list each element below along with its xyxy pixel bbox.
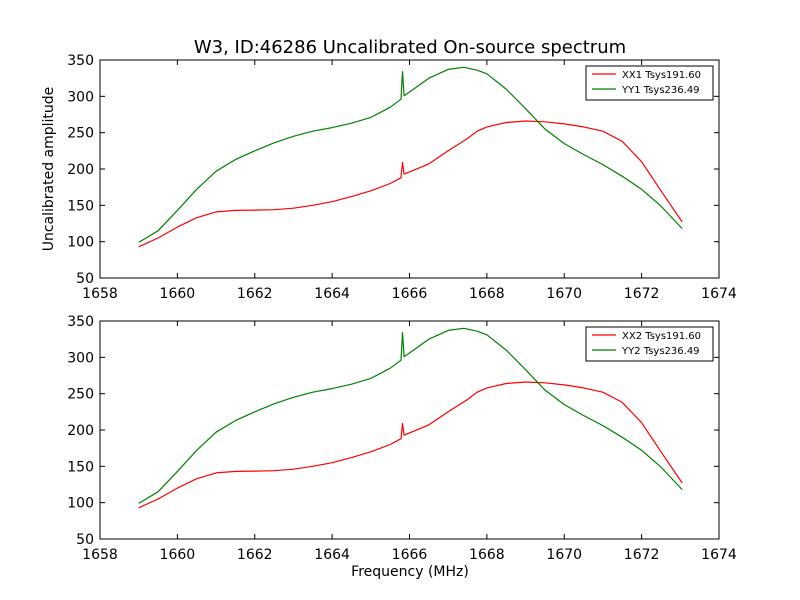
y-tick-label: 50 [76,532,94,548]
y-tick-label: 150 [67,459,94,475]
x-tick-label: 1672 [624,547,660,563]
y-tick-label: 350 [67,314,94,330]
series-line-yy [138,327,683,504]
x-tick-label: 1668 [469,547,505,563]
x-tick-label: 1658 [82,547,118,563]
bottom-panel: 1658 1660 1662 1664 1666 1668 1670 1672 1674 50 10… [67,314,737,563]
y-tick-label: 300 [67,350,94,366]
x-tick-label: 1672 [624,286,660,302]
y-tick-label: 300 [67,89,94,105]
x-tick-label: 1670 [546,286,582,302]
top-panel: 1658 1660 1662 1664 1666 1668 1670 1672 1674 50 10… [67,53,737,302]
legend-label: XX2 Tsys191.60 [622,331,701,342]
y-tick-label: 100 [67,496,94,512]
y-tick-label: 250 [67,387,94,403]
y-tick-label: 200 [67,162,94,178]
figure-title: W3, ID:46286 Uncalibrated On-source spec… [194,37,626,58]
legend-box [585,326,714,362]
x-tick-label: 1664 [314,286,350,302]
x-tick-label: 1660 [160,547,196,563]
legend-label: YY1 Tsys236.49 [621,85,700,96]
y-axis-label: Uncalibrated amplitude [41,87,57,252]
series-line-yy [138,66,683,243]
legend-label: XX1 Tsys191.60 [622,70,701,81]
y-tick-label: 200 [67,423,94,439]
legend-label: YY2 Tsys236.49 [621,346,700,357]
y-tick-label: 350 [67,53,94,69]
x-axis-label: Frequency (MHz) [351,564,469,580]
legend-box [585,65,714,101]
x-tick-label: 1666 [392,547,428,563]
y-tick-label: 100 [67,235,94,251]
x-tick-label: 1662 [237,547,273,563]
y-tick-label: 250 [67,126,94,142]
y-tick-label: 50 [76,271,94,287]
legend: XX1 Tsys191.60 YY1 Tsys236.49 [585,65,714,101]
x-tick-label: 1674 [701,286,737,302]
x-tick-label: 1662 [237,286,273,302]
legend: XX2 Tsys191.60 YY2 Tsys236.49 [585,326,714,362]
x-tick-label: 1670 [546,547,582,563]
series-line-xx [138,120,683,248]
x-tick-label: 1674 [701,547,737,563]
x-tick-label: 1658 [82,286,118,302]
y-tick-label: 150 [67,198,94,214]
x-tick-label: 1668 [469,286,505,302]
series-line-xx [138,381,683,509]
x-tick-label: 1666 [392,286,428,302]
x-tick-label: 1664 [314,547,350,563]
x-tick-label: 1660 [160,286,196,302]
